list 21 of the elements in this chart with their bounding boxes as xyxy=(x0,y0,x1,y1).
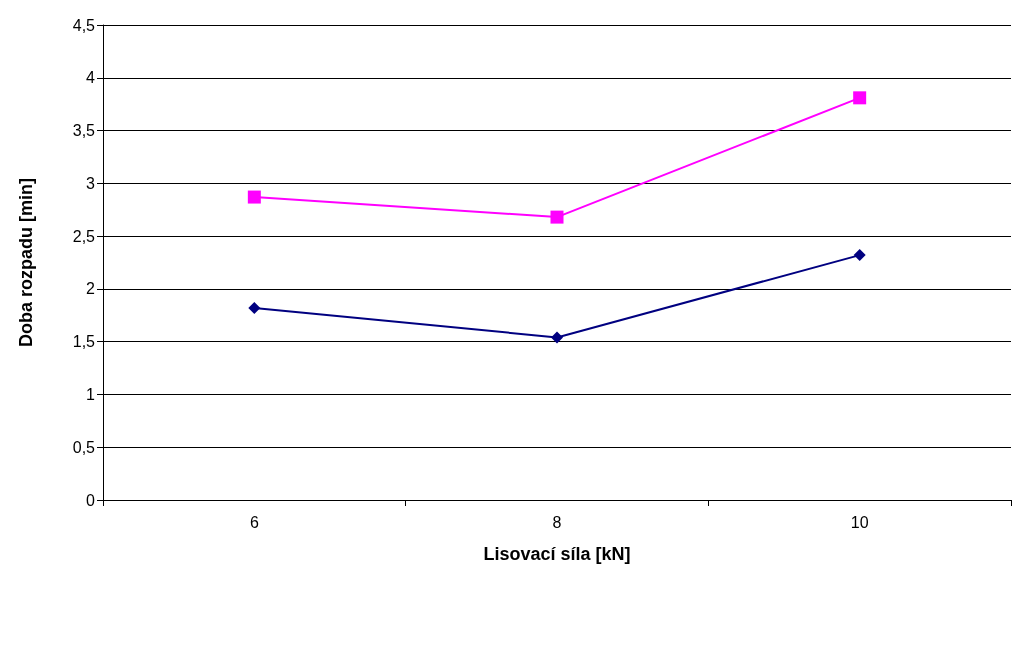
point xyxy=(247,190,261,204)
y-tick-label: 1,5 xyxy=(72,333,96,351)
point xyxy=(551,331,563,344)
y-tick-label: 3,5 xyxy=(72,122,96,140)
y-tick-label: 4 xyxy=(86,69,96,87)
x-tick-label: 6 xyxy=(249,513,259,531)
y-tick-label: 3 xyxy=(86,174,96,192)
x-tick-label: 10 xyxy=(850,513,869,531)
y-tick-label: 2,5 xyxy=(72,227,96,245)
x-axis-title: Lisovací síla [kN] xyxy=(483,544,631,564)
point xyxy=(853,91,867,105)
y-tick-label: 4,5 xyxy=(72,16,96,34)
y-tick-label: 1 xyxy=(86,385,96,403)
y-tick-label: 0,5 xyxy=(72,438,96,456)
y-tick-label: 2 xyxy=(86,280,96,298)
point xyxy=(550,210,564,224)
y-axis-title: Doba rozpadu [min] xyxy=(16,178,36,347)
point xyxy=(853,249,866,262)
y-tick-label: 0 xyxy=(86,491,96,509)
point xyxy=(248,301,261,314)
x-tick-label: 8 xyxy=(552,513,562,531)
